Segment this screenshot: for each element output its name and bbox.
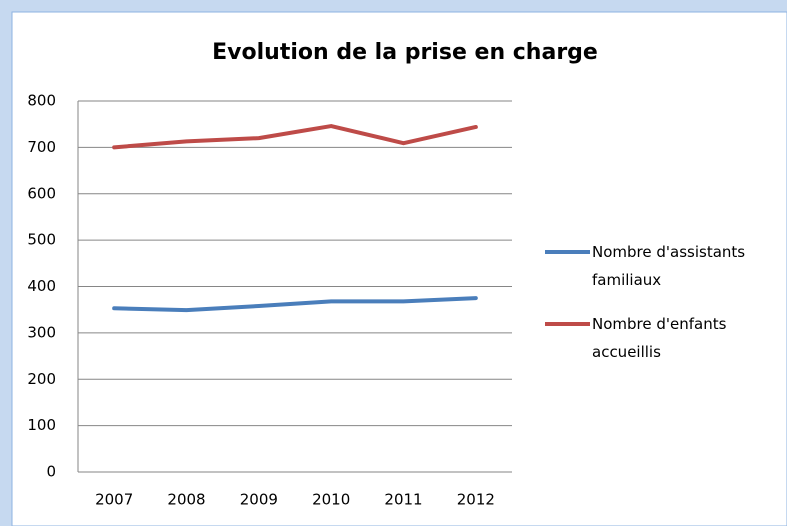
x-tick-label: 2010 bbox=[312, 491, 350, 509]
chart-background bbox=[11, 11, 787, 526]
chart-title: Evolution de la prise en charge bbox=[212, 40, 598, 65]
y-tick-label: 300 bbox=[27, 323, 56, 341]
y-tick-label: 100 bbox=[27, 416, 56, 434]
y-tick-label: 200 bbox=[27, 370, 56, 388]
y-tick-label: 500 bbox=[27, 231, 56, 249]
x-tick-label: 2008 bbox=[167, 491, 205, 509]
legend-label: Nombre d'assistants familiaux bbox=[592, 243, 746, 289]
x-tick-label: 2009 bbox=[240, 491, 278, 509]
data-line bbox=[112, 124, 478, 150]
y-tick-label: 400 bbox=[27, 277, 56, 295]
legend-label-box: Nombre d'enfants accueillis bbox=[592, 315, 727, 361]
y-tick-label: 600 bbox=[27, 184, 56, 202]
x-tick-label: 2007 bbox=[95, 491, 133, 509]
data-line bbox=[112, 296, 478, 313]
y-tick-label: 0 bbox=[46, 463, 56, 481]
legend-label: Nombre d'enfants accueillis bbox=[592, 315, 727, 361]
x-tick-label: 2012 bbox=[457, 491, 495, 509]
y-tick-label: 800 bbox=[27, 92, 56, 110]
x-tick-label: 2011 bbox=[384, 491, 422, 509]
legend-label-box: Nombre d'assistants familiaux bbox=[592, 243, 746, 289]
y-tick-label: 700 bbox=[27, 138, 56, 156]
